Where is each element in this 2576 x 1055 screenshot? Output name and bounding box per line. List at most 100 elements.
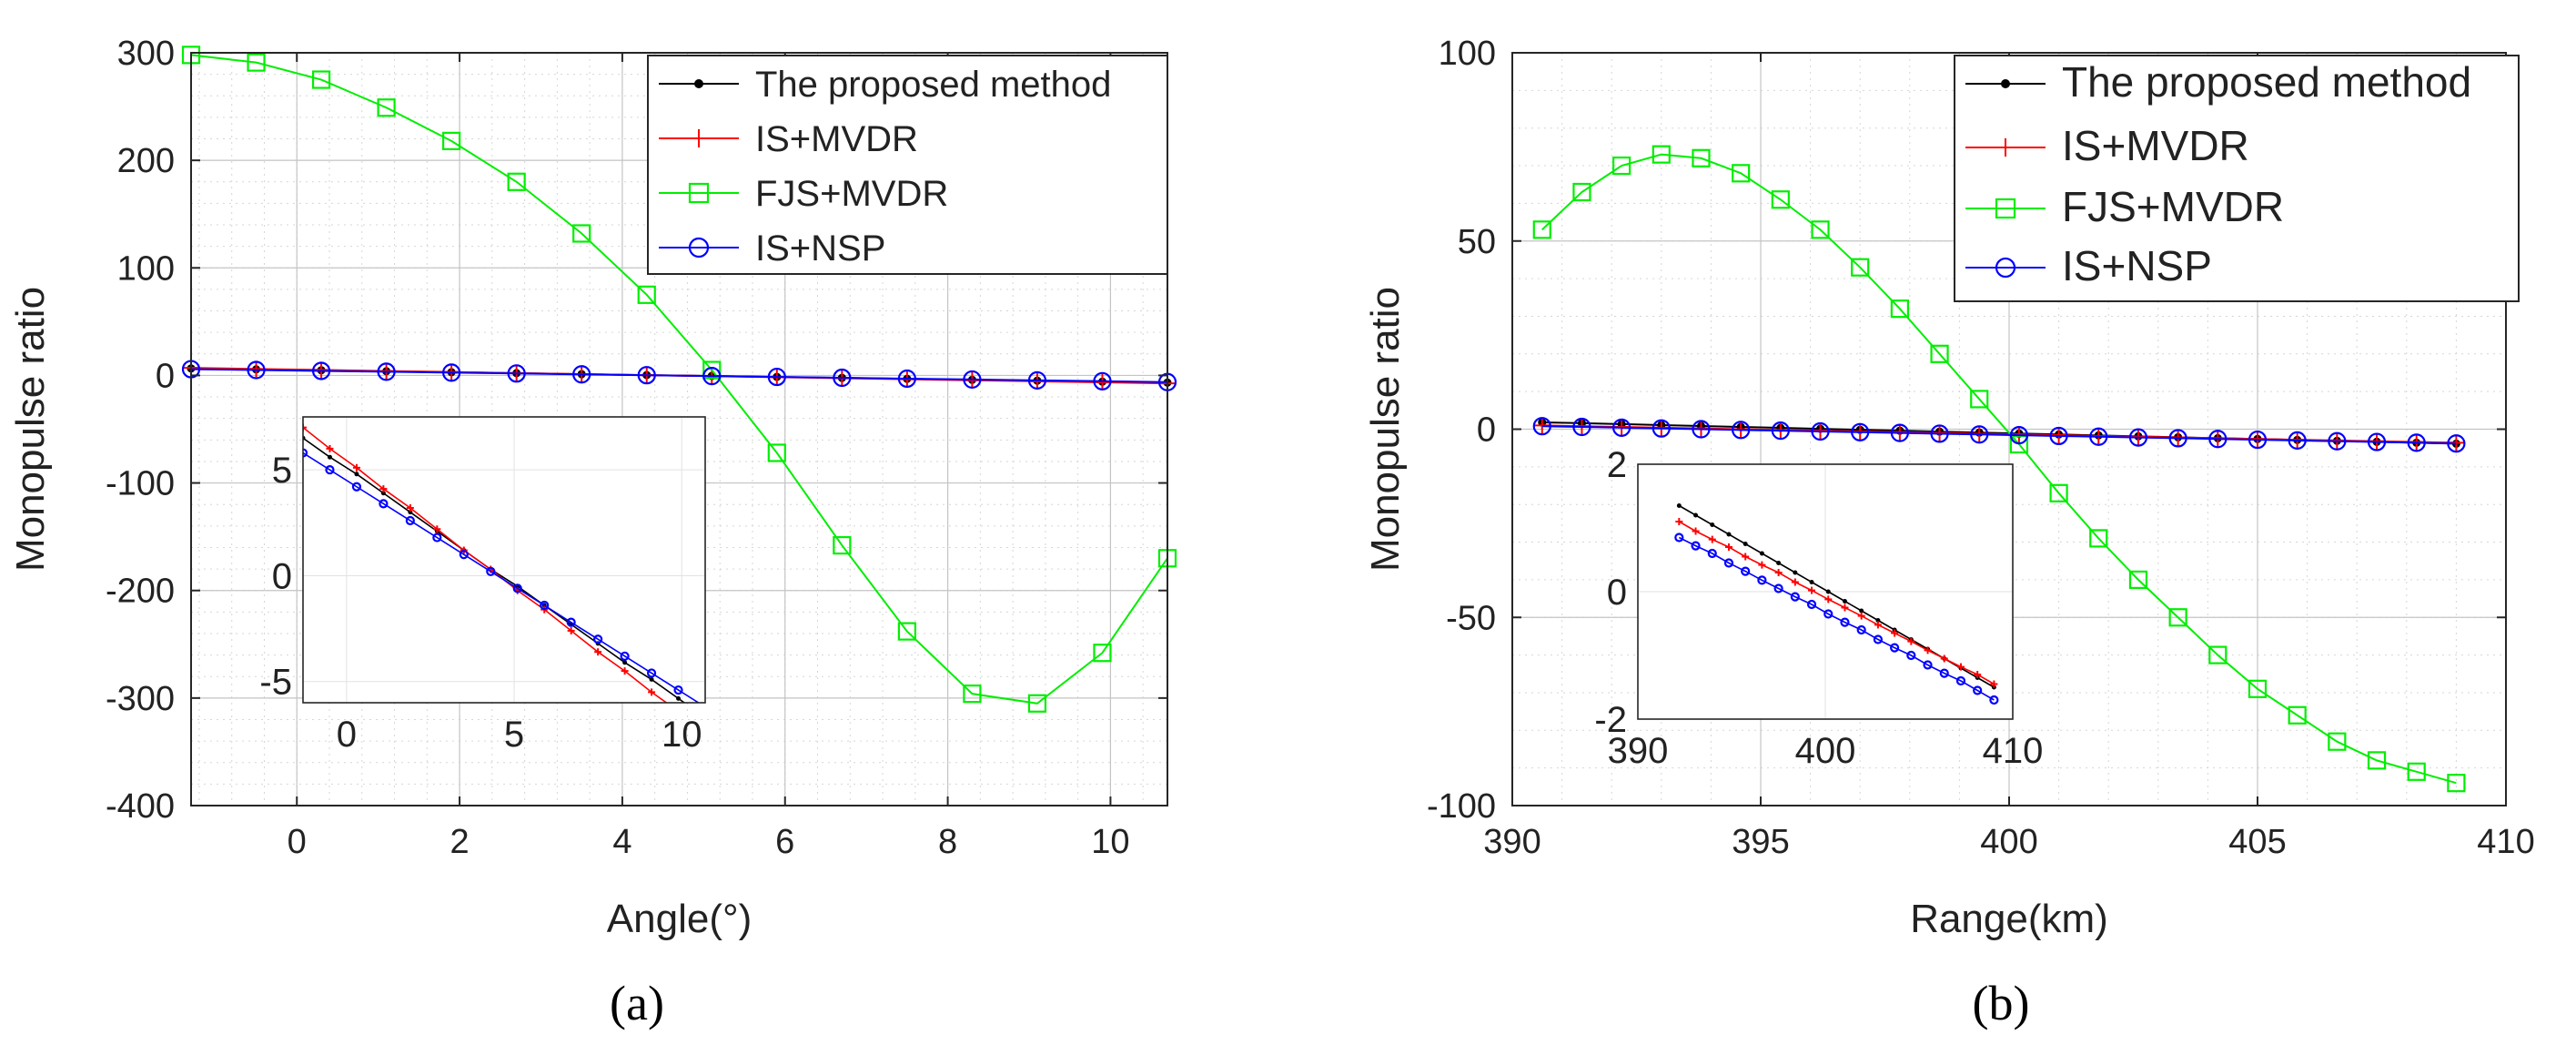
- inset-data-point: [1791, 578, 1799, 586]
- y-tick-label: 100: [117, 249, 175, 288]
- legend-marker: [1995, 198, 2016, 219]
- data-point: [507, 364, 526, 383]
- x-axis-label: Angle(°): [607, 897, 752, 941]
- inset-y-tick-label: -2: [1594, 700, 1627, 740]
- x-axis-label: Range(km): [1910, 897, 2108, 941]
- legend-label: IS+MVDR: [2062, 122, 2249, 169]
- inset-axes-box: [1637, 463, 2014, 720]
- data-point: [1572, 182, 1591, 202]
- y-tick-label: 0: [1477, 411, 1496, 450]
- inset-data-point: [486, 566, 496, 576]
- data-point: [247, 53, 266, 72]
- inset-data-point: [646, 668, 657, 678]
- inset-data-point: [1973, 685, 1983, 695]
- inset-x-tick-label: 0: [337, 715, 357, 755]
- inset-data-point: [1726, 532, 1732, 537]
- y-tick-label: 200: [117, 142, 175, 180]
- series-line: [190, 54, 1168, 705]
- data-point: [702, 367, 722, 386]
- inset-data-point: [1806, 599, 1817, 610]
- chart-panel-b: 390 395 400 405 410 -100 -50 0 50 100 Range(km) Mon…: [1363, 35, 2535, 1030]
- inset-series-is-nsp: [303, 448, 705, 703]
- data-point: [2168, 608, 2187, 627]
- inset-data-point: [1724, 543, 1732, 551]
- legend-entry: IS+MVDR: [659, 119, 918, 159]
- inset-x-tick-label: 400: [1795, 731, 1856, 771]
- series-fjs-mvdr: [1532, 145, 2466, 793]
- inset-data-point: [1823, 609, 1834, 619]
- x-tick-label: 390: [1483, 823, 1541, 861]
- inset-data-point: [1707, 548, 1717, 559]
- legend-marker: [688, 182, 710, 204]
- data-point: [247, 360, 266, 380]
- inset-data-point: [620, 651, 630, 661]
- legend-marker: [690, 129, 708, 147]
- inset-data-point: [1691, 541, 1701, 551]
- data-point: [442, 363, 461, 382]
- data-point: [1612, 418, 1631, 437]
- inset-data-point: [379, 499, 389, 509]
- legend-label: FJS+MVDR: [755, 174, 948, 214]
- inset-data-point: [1674, 533, 1684, 543]
- legend-entry: The proposed method: [659, 65, 1111, 105]
- inset-data-point: [432, 533, 442, 543]
- inset-data-point: [1874, 621, 1882, 629]
- y-tick-label: -100: [1427, 787, 1496, 826]
- inset-series-is-mvdr: [1675, 518, 1998, 688]
- inset-data-point: [1890, 643, 1900, 653]
- x-tick-label: 0: [288, 823, 307, 861]
- legend-entry: IS+NSP: [1965, 242, 2212, 289]
- data-point: [767, 443, 786, 462]
- legend: The proposed method IS+MVDR FJS+MVDR IS+NSP: [1954, 55, 2520, 302]
- x-tick-label: 10: [1091, 823, 1129, 861]
- data-point: [377, 98, 396, 117]
- data-point: [2089, 529, 2108, 548]
- inset-data-point: [1773, 583, 1783, 593]
- series-line: [1541, 425, 2457, 445]
- inset-data-point: [1906, 650, 1916, 661]
- inset-data-point: [1907, 637, 1915, 645]
- inset-data-point: [303, 448, 308, 458]
- x-tick-label: 410: [2477, 823, 2534, 861]
- inset-data-point: [1757, 575, 1767, 585]
- data-point: [1732, 164, 1751, 183]
- legend-label: The proposed method: [755, 65, 1111, 105]
- data-point: [377, 362, 396, 381]
- data-point: [1970, 390, 1989, 409]
- inset-data-point: [1758, 561, 1766, 569]
- inset-series: [303, 423, 705, 703]
- legend: The proposed method IS+MVDR FJS+MVDR IS+NSP: [647, 55, 1168, 275]
- data-point: [1851, 422, 1870, 441]
- inset-data-point: [566, 617, 576, 627]
- data-point: [963, 370, 982, 390]
- y-axis-label: Monopulse ratio: [1363, 287, 1408, 572]
- inset-data-point: [1790, 592, 1800, 602]
- legend-label: FJS+MVDR: [2062, 183, 2284, 230]
- inset-data-point: [1793, 570, 1798, 575]
- data-point: [1851, 258, 1870, 277]
- data-point: [1771, 421, 1790, 441]
- data-point: [1532, 220, 1551, 239]
- inset-data-point: [1710, 522, 1715, 527]
- y-tick-label: -400: [106, 787, 175, 826]
- data-point: [2447, 774, 2466, 793]
- inset-data-point: [1856, 624, 1866, 635]
- x-tick-label: 4: [612, 823, 631, 861]
- data-point: [1692, 148, 1711, 167]
- data-point: [1027, 370, 1047, 390]
- inset-data-point: [1989, 695, 1999, 705]
- series-is-nsp: [1532, 417, 2466, 453]
- data-point: [702, 360, 722, 380]
- inset-x-tick-label: 10: [662, 715, 702, 755]
- legend-marker: [1995, 257, 2016, 279]
- data-point: [637, 285, 656, 304]
- x-tick-label: 405: [2228, 823, 2286, 861]
- data-point: [1811, 421, 1830, 441]
- inset-x-tick-label: 390: [1608, 731, 1669, 771]
- inset-data-point: [649, 676, 654, 682]
- data-point: [2248, 430, 2268, 450]
- data-point: [2328, 431, 2347, 451]
- y-tick-label: 100: [1439, 35, 1496, 73]
- data-point: [2248, 679, 2268, 698]
